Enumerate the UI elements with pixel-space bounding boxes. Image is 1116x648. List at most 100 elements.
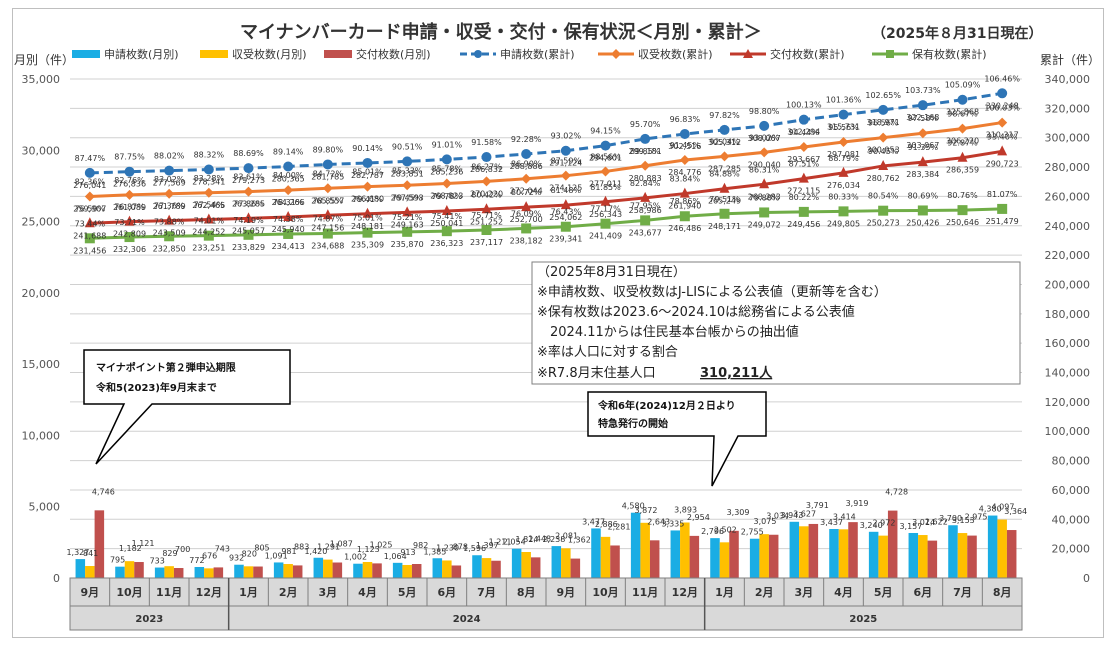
line-value-label: 249,805 xyxy=(827,219,860,228)
bar-data-label: 3,414 xyxy=(833,512,856,521)
line-marker xyxy=(481,152,492,163)
bar-data-label: 1,385 xyxy=(423,547,446,556)
line-marker xyxy=(521,201,532,212)
bar-1 xyxy=(670,530,681,578)
line-rate-label: 93.40% xyxy=(987,132,1018,141)
bar-2 xyxy=(243,566,254,578)
legend-marker xyxy=(474,50,482,58)
bar-1 xyxy=(154,567,165,578)
bar-1 xyxy=(472,555,482,578)
line-rate-label: 94.44% xyxy=(789,128,820,137)
bar-data-label: 3,700 xyxy=(939,514,962,523)
line-value-label: 303,067 xyxy=(906,141,939,150)
left-tick-label: 10,000 xyxy=(22,429,61,442)
month-label: 1月 xyxy=(715,586,734,599)
right-tick-label: 180,000 xyxy=(1045,308,1091,321)
bar-2 xyxy=(402,564,412,578)
line-series-1 xyxy=(89,91,1003,175)
month-label: 8月 xyxy=(993,586,1012,599)
line-value-label: 272,044 xyxy=(510,187,543,196)
right-tick-label: 20,000 xyxy=(1052,543,1091,556)
right-tick-label: 220,000 xyxy=(1045,249,1091,262)
line-rate-label: 91.58% xyxy=(471,138,502,147)
month-label: 1月 xyxy=(239,586,258,599)
right-tick-label: 140,000 xyxy=(1045,367,1091,380)
line-rate-label: 98.80% xyxy=(749,107,780,116)
line-marker xyxy=(838,166,849,177)
line-value-label: 247,156 xyxy=(311,223,344,232)
bar-1 xyxy=(591,528,601,578)
line-rate-label: 91.45% xyxy=(670,141,701,150)
bar-1 xyxy=(115,566,125,578)
line-rate-label: 91.01% xyxy=(432,140,463,149)
bar-2 xyxy=(204,568,214,578)
line-value-label: 231,456 xyxy=(73,246,106,255)
bar-2 xyxy=(164,566,174,578)
bar-data-label: 4,580 xyxy=(622,502,645,511)
callout1-line-1: 令和5(2023)年9月末まで xyxy=(95,381,217,394)
bar-data-label: 3,034 xyxy=(766,512,789,521)
line-rate-label: 73.44% xyxy=(75,219,106,228)
line-value-label: 272,115 xyxy=(787,187,820,196)
callout-express: 令和6年(2024)12月２日より 特急発行の開始 xyxy=(587,391,767,487)
line-value-label: 325,868 xyxy=(946,108,979,117)
bar-data-label: 3,309 xyxy=(727,508,750,517)
bar-data-label: 2,643 xyxy=(647,517,670,526)
bar-3 xyxy=(94,510,105,578)
line-rate-label: 76.43% xyxy=(551,208,582,217)
legend-label: 交付枚数(月別) xyxy=(356,47,431,61)
line-marker xyxy=(917,100,928,111)
bar-3 xyxy=(808,523,819,578)
legend-marker xyxy=(886,50,894,58)
line-rate-label: 102.65% xyxy=(865,91,901,100)
bar-data-label: 2,796 xyxy=(701,527,724,536)
line-rate-label: 97.82% xyxy=(709,111,740,120)
bar-data-label: 820 xyxy=(242,549,257,558)
line-rate-label: 78.31% xyxy=(273,198,304,207)
bar-3 xyxy=(570,558,581,578)
line-rate-label: 75.71% xyxy=(471,211,502,220)
note-line-2: ※保有枚数は2023.6～2024.10は総務省による公表値 xyxy=(537,304,855,320)
line-marker xyxy=(679,211,690,222)
line-rate-label: 79.51% xyxy=(709,195,740,204)
bar-1 xyxy=(829,528,839,578)
note-line-0: （2025年8月31日現在） xyxy=(537,265,686,280)
line-rate-label: 74.01% xyxy=(194,217,225,226)
line-rate-label: 82.36% xyxy=(75,178,106,187)
line-value-label: 264,266 xyxy=(272,198,305,207)
bar-1 xyxy=(987,515,998,578)
bar-data-label: 2,755 xyxy=(741,528,764,537)
line-value-label: 308,067 xyxy=(748,134,781,143)
line-rate-label: 77.54% xyxy=(194,201,225,210)
bar-data-label: 2,502 xyxy=(714,525,737,534)
right-tick-label: 300,000 xyxy=(1045,132,1091,145)
line-marker xyxy=(878,159,889,170)
line-marker xyxy=(362,157,373,168)
line-marker xyxy=(164,165,175,176)
line-value-label: 233,251 xyxy=(192,244,225,253)
line-rate-label: 83.84% xyxy=(670,175,701,184)
line-marker xyxy=(402,206,413,217)
line-value-label: 238,182 xyxy=(510,236,543,245)
line-marker xyxy=(84,191,95,202)
line-marker xyxy=(322,228,333,239)
line-marker xyxy=(997,88,1008,99)
line-marker xyxy=(719,208,730,219)
line-rate-label: 88.69% xyxy=(233,149,264,158)
line-marker xyxy=(878,205,889,216)
line-rate-label: 90.51% xyxy=(392,142,423,151)
line-value-label: 250,273 xyxy=(867,219,900,228)
line-value-label: 254,062 xyxy=(549,213,582,222)
bar-data-label: 841 xyxy=(83,549,98,558)
bar-3 xyxy=(173,568,184,578)
line-marker xyxy=(560,170,571,181)
line-rate-label: 85.01% xyxy=(352,168,383,177)
bar-data-label: 1,448 xyxy=(528,534,551,543)
bar-1 xyxy=(789,521,800,578)
line-value-label: 291,124 xyxy=(549,159,582,168)
line-marker xyxy=(600,218,611,229)
bar-data-label: 1,327 xyxy=(66,548,89,557)
legend-label: 申請枚数(累計) xyxy=(500,47,575,61)
callout2-line-1: 特急発行の開始 xyxy=(598,417,668,430)
callout1-line-0: マイナポイント第２弾申込期限 xyxy=(96,361,237,374)
